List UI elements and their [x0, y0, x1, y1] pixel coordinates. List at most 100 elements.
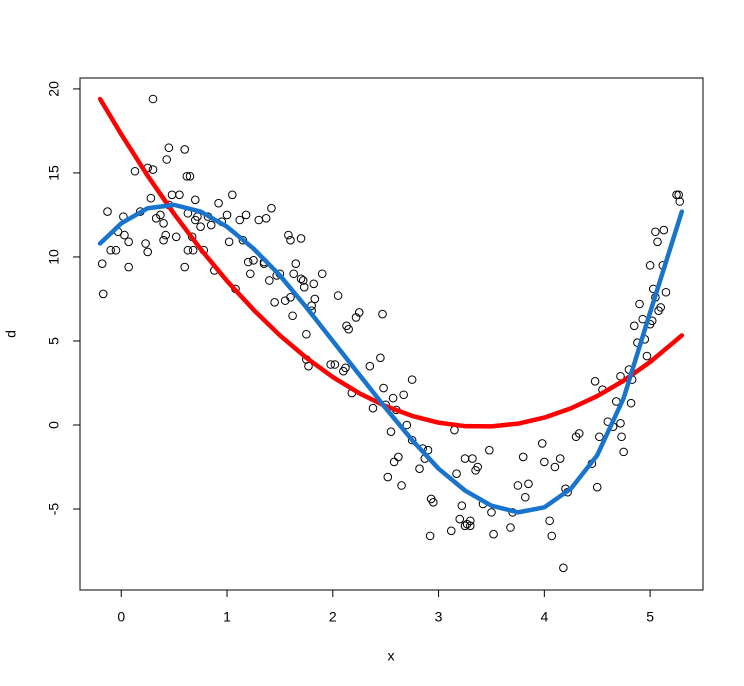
point: [550, 462, 560, 472]
point: [291, 259, 301, 268]
point: [124, 237, 133, 247]
point: [415, 464, 424, 473]
point: [103, 207, 112, 216]
point: [661, 287, 671, 297]
point: [354, 308, 364, 317]
y-tick-label: 20: [46, 81, 62, 97]
y-tick-label: 10: [46, 249, 62, 265]
point: [326, 360, 335, 369]
point: [249, 256, 258, 265]
point: [379, 383, 388, 393]
point: [286, 292, 295, 302]
point: [243, 257, 253, 267]
point: [489, 529, 498, 539]
point: [389, 457, 399, 467]
point: [167, 190, 177, 200]
point: [245, 269, 255, 279]
point: [473, 462, 483, 472]
point: [675, 197, 685, 206]
point: [143, 247, 152, 257]
point: [224, 237, 234, 247]
point: [148, 165, 158, 174]
point: [617, 432, 626, 442]
point: [460, 521, 470, 531]
point: [559, 563, 568, 573]
point: [284, 230, 293, 240]
point: [674, 190, 683, 200]
point: [513, 481, 523, 490]
x-tick-label: 0: [117, 609, 125, 625]
point: [485, 445, 494, 455]
point: [344, 324, 353, 334]
point: [547, 531, 557, 541]
plot-frame: [79, 77, 704, 591]
point: [619, 447, 628, 457]
point: [518, 452, 528, 462]
point: [656, 303, 665, 312]
point: [296, 274, 306, 284]
x-tick-label: 5: [646, 609, 654, 625]
point: [214, 198, 223, 208]
point: [383, 472, 393, 482]
point: [460, 454, 470, 463]
point: [222, 210, 232, 220]
point: [164, 143, 174, 153]
point: [171, 232, 181, 242]
point: [659, 225, 669, 235]
y-tick-label: 15: [46, 165, 62, 181]
y-tick-label: -5: [46, 503, 62, 516]
point: [302, 329, 311, 339]
point: [161, 230, 170, 240]
point: [183, 245, 193, 255]
point: [466, 516, 475, 526]
point: [653, 237, 662, 247]
point: [270, 298, 279, 307]
point: [524, 479, 533, 489]
y-tick-label: 0: [46, 421, 62, 429]
point: [317, 269, 327, 279]
point: [592, 482, 602, 492]
point: [452, 469, 461, 479]
point: [407, 435, 417, 445]
point: [148, 94, 158, 104]
point: [190, 195, 200, 205]
point: [241, 210, 251, 220]
y-axis-label: d: [3, 330, 19, 338]
point: [635, 299, 644, 309]
point: [629, 321, 639, 331]
point: [130, 166, 140, 176]
point: [188, 245, 198, 255]
x-tick-label: 3: [435, 609, 443, 625]
point: [428, 497, 438, 507]
point: [466, 521, 475, 531]
point: [457, 501, 467, 510]
point: [286, 235, 295, 245]
point: [124, 262, 133, 272]
point: [298, 276, 308, 285]
point: [446, 526, 456, 536]
point: [574, 429, 584, 438]
point: [626, 398, 636, 408]
x-axis-label: x: [388, 648, 395, 664]
x-tick-label: 2: [329, 609, 337, 625]
point: [394, 452, 403, 462]
point: [333, 291, 343, 300]
x-tick-label: 1: [223, 609, 231, 625]
point: [506, 523, 515, 532]
point: [540, 457, 549, 467]
point: [296, 234, 306, 243]
point: [304, 361, 313, 371]
point: [309, 279, 319, 289]
point: [141, 239, 150, 248]
point: [265, 276, 274, 285]
point: [425, 531, 435, 541]
point: [590, 377, 600, 386]
point: [162, 155, 172, 164]
point: [159, 219, 168, 228]
point: [235, 215, 245, 225]
point: [397, 481, 406, 490]
point: [521, 492, 530, 502]
point: [537, 439, 547, 448]
point: [146, 193, 156, 203]
